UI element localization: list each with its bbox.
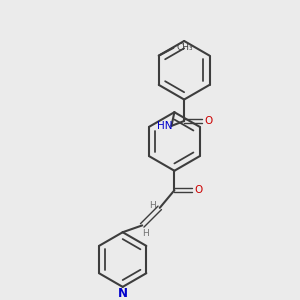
Text: H: H bbox=[150, 201, 156, 210]
Text: HN: HN bbox=[157, 121, 172, 131]
Text: H: H bbox=[142, 229, 148, 238]
Text: N: N bbox=[118, 287, 128, 300]
Text: O: O bbox=[195, 185, 203, 195]
Text: O: O bbox=[204, 116, 213, 126]
Text: CH₃: CH₃ bbox=[176, 43, 193, 52]
